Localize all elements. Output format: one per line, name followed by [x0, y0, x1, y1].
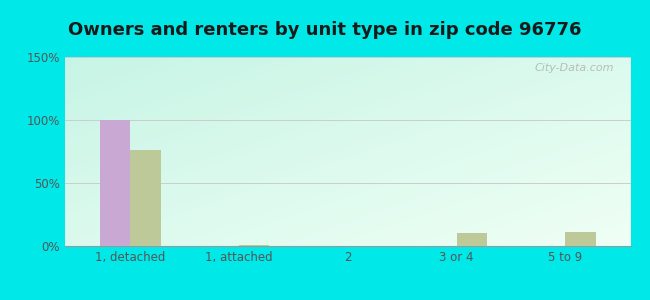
Text: City-Data.com: City-Data.com — [534, 63, 614, 73]
Bar — [239, 245, 270, 246]
Bar — [566, 232, 595, 246]
Bar — [130, 150, 161, 246]
Bar — [100, 120, 130, 246]
Bar — [456, 233, 487, 246]
Text: Owners and renters by unit type in zip code 96776: Owners and renters by unit type in zip c… — [68, 21, 582, 39]
